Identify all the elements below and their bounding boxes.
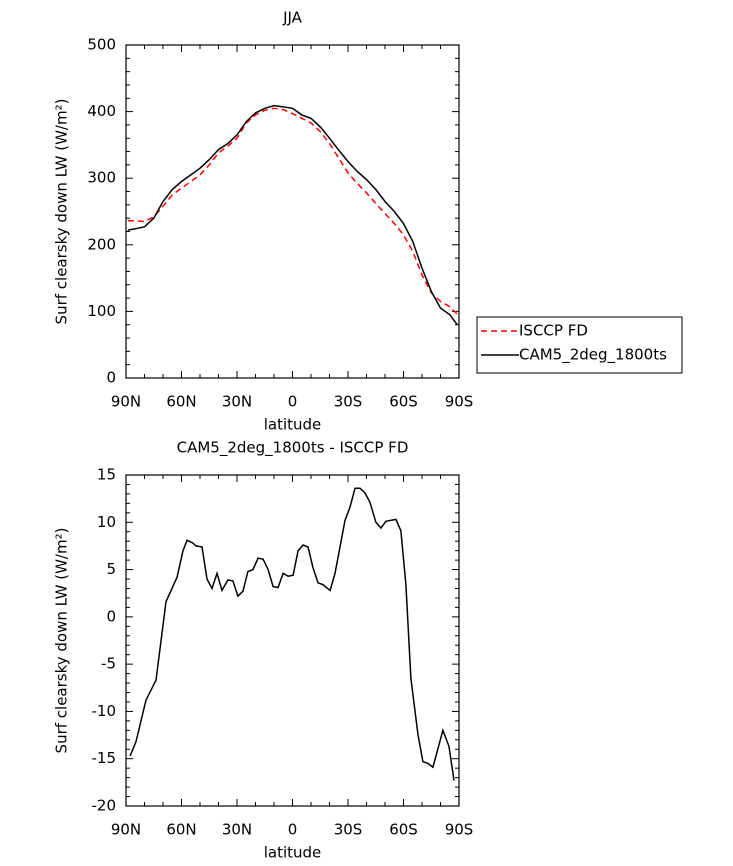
chart-title: JJA bbox=[282, 9, 303, 27]
series-line bbox=[129, 487, 455, 781]
x-tick-label: 30S bbox=[334, 393, 363, 411]
x-tick-label: 30S bbox=[334, 821, 363, 839]
plot-frame bbox=[125, 474, 460, 807]
y-tick-label: 0 bbox=[106, 607, 116, 625]
y-tick-label: -10 bbox=[92, 702, 117, 720]
x-tick-label: 90S bbox=[445, 821, 474, 839]
x-tick-label: 90N bbox=[111, 821, 141, 839]
plot-frame bbox=[125, 44, 460, 379]
x-tick-label: 90N bbox=[111, 393, 141, 411]
x-tick-label: 30N bbox=[222, 821, 252, 839]
y-axis-label: Surf clearsky down LW (W/m²) bbox=[53, 528, 71, 754]
legend-label: CAM5_2deg_1800ts bbox=[519, 346, 667, 365]
y-tick-label: 5 bbox=[106, 560, 116, 578]
x-tick-label: 60N bbox=[166, 821, 196, 839]
y-tick-label: 200 bbox=[87, 235, 116, 253]
x-axis-label: latitude bbox=[264, 416, 322, 434]
series-line bbox=[127, 104, 458, 326]
chart-title: CAM5_2deg_1800ts - ISCCP FD bbox=[177, 439, 409, 458]
x-tick-label: 60S bbox=[389, 393, 418, 411]
y-tick-label: 10 bbox=[97, 513, 116, 531]
x-tick-label: 0 bbox=[288, 821, 298, 839]
y-tick-label: -5 bbox=[101, 655, 116, 673]
y-tick-label: 15 bbox=[97, 466, 116, 484]
y-tick-label: 400 bbox=[87, 102, 116, 120]
x-axis-label: latitude bbox=[264, 844, 322, 862]
y-tick-label: -15 bbox=[92, 749, 117, 767]
x-tick-label: 30N bbox=[222, 393, 252, 411]
legend-frame bbox=[476, 316, 683, 374]
y-tick-label: 100 bbox=[87, 302, 116, 320]
y-tick-label: 500 bbox=[87, 36, 116, 54]
y-axis-label: Surf clearsky down LW (W/m²) bbox=[53, 99, 71, 325]
y-tick-label: 300 bbox=[87, 169, 116, 187]
x-tick-label: 90S bbox=[445, 393, 474, 411]
x-tick-label: 60S bbox=[389, 821, 418, 839]
x-tick-label: 0 bbox=[288, 393, 298, 411]
legend-label: ISCCP FD bbox=[519, 322, 588, 340]
y-tick-label: -20 bbox=[92, 797, 117, 815]
x-tick-label: 60N bbox=[166, 393, 196, 411]
y-tick-label: 0 bbox=[106, 369, 116, 387]
series-line bbox=[127, 107, 458, 315]
